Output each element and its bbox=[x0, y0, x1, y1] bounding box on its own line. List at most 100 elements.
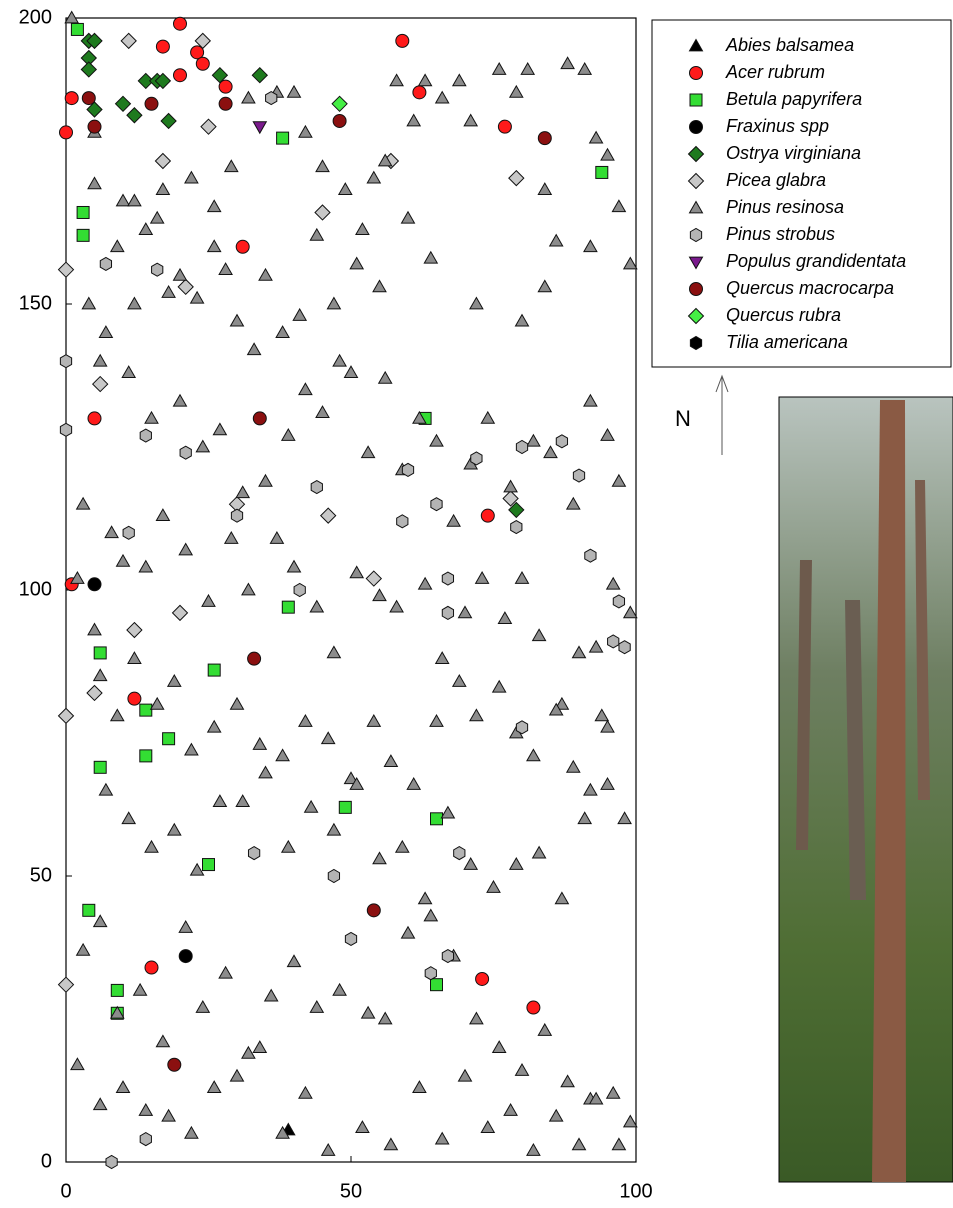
point bbox=[454, 847, 465, 860]
point bbox=[333, 984, 346, 995]
point bbox=[327, 824, 340, 835]
point bbox=[265, 990, 278, 1001]
point bbox=[373, 280, 386, 291]
point bbox=[447, 515, 460, 526]
point bbox=[242, 584, 255, 595]
point bbox=[538, 183, 551, 194]
plot-frame bbox=[66, 18, 636, 1162]
point bbox=[82, 92, 95, 105]
point bbox=[356, 1121, 369, 1132]
point bbox=[140, 750, 152, 762]
point bbox=[231, 698, 244, 709]
point bbox=[362, 1007, 375, 1018]
point bbox=[431, 979, 443, 991]
point bbox=[585, 549, 596, 562]
point bbox=[213, 795, 226, 806]
point bbox=[140, 429, 151, 442]
point bbox=[93, 377, 108, 392]
point bbox=[65, 92, 78, 105]
x-tick-label: 100 bbox=[619, 1180, 652, 1202]
point bbox=[498, 612, 511, 623]
point bbox=[299, 715, 312, 726]
point bbox=[436, 92, 449, 103]
point bbox=[111, 240, 124, 251]
point bbox=[612, 475, 625, 486]
point bbox=[310, 1001, 323, 1012]
y-tick-label: 100 bbox=[19, 578, 52, 600]
point bbox=[527, 749, 540, 760]
point bbox=[601, 149, 614, 160]
point bbox=[178, 279, 193, 294]
point bbox=[470, 298, 483, 309]
legend-label: Pinus resinosa bbox=[726, 197, 844, 217]
point bbox=[179, 950, 192, 963]
point bbox=[140, 1133, 151, 1146]
point bbox=[367, 172, 380, 183]
point bbox=[77, 944, 90, 955]
point bbox=[94, 761, 106, 773]
point bbox=[561, 1075, 574, 1086]
point bbox=[533, 629, 546, 640]
point bbox=[59, 262, 74, 277]
point bbox=[277, 132, 289, 144]
point bbox=[105, 526, 118, 537]
point bbox=[83, 904, 95, 916]
point bbox=[77, 206, 89, 218]
point bbox=[561, 57, 574, 68]
point bbox=[339, 801, 351, 813]
point bbox=[396, 34, 409, 47]
point bbox=[253, 412, 266, 425]
point bbox=[442, 606, 453, 619]
point bbox=[179, 543, 192, 554]
point bbox=[122, 812, 135, 823]
point bbox=[185, 1127, 198, 1138]
point bbox=[219, 263, 232, 274]
point bbox=[81, 62, 96, 77]
point bbox=[384, 755, 397, 766]
point bbox=[442, 572, 453, 585]
point bbox=[493, 63, 506, 74]
x-tick-label: 50 bbox=[340, 1180, 362, 1202]
point bbox=[288, 86, 301, 97]
point bbox=[155, 154, 170, 169]
point bbox=[179, 921, 192, 932]
point bbox=[208, 1081, 221, 1092]
point bbox=[145, 412, 158, 423]
point bbox=[100, 257, 111, 270]
point bbox=[584, 240, 597, 251]
legend-marker bbox=[690, 67, 703, 80]
point bbox=[174, 69, 187, 82]
point bbox=[266, 92, 277, 105]
y-tick-label: 150 bbox=[19, 292, 52, 314]
point bbox=[77, 229, 89, 241]
point bbox=[550, 1110, 563, 1121]
point bbox=[77, 498, 90, 509]
series-6 bbox=[65, 12, 637, 1156]
point bbox=[607, 578, 620, 589]
point bbox=[373, 589, 386, 600]
point bbox=[252, 68, 267, 83]
point bbox=[242, 92, 255, 103]
point bbox=[379, 1013, 392, 1024]
point bbox=[350, 566, 363, 577]
point bbox=[94, 1098, 107, 1109]
point bbox=[65, 12, 78, 23]
point bbox=[521, 63, 534, 74]
series-7 bbox=[60, 92, 630, 1169]
point bbox=[464, 114, 477, 125]
point bbox=[442, 950, 453, 963]
point bbox=[436, 652, 449, 663]
point bbox=[476, 572, 489, 583]
point bbox=[601, 721, 614, 732]
point bbox=[174, 17, 187, 30]
point bbox=[299, 1087, 312, 1098]
point bbox=[248, 847, 259, 860]
point bbox=[578, 812, 591, 823]
point bbox=[219, 97, 232, 110]
point bbox=[481, 412, 494, 423]
point bbox=[436, 1133, 449, 1144]
point bbox=[413, 1081, 426, 1092]
point bbox=[203, 859, 215, 871]
legend-marker bbox=[690, 337, 701, 350]
point bbox=[402, 463, 413, 476]
